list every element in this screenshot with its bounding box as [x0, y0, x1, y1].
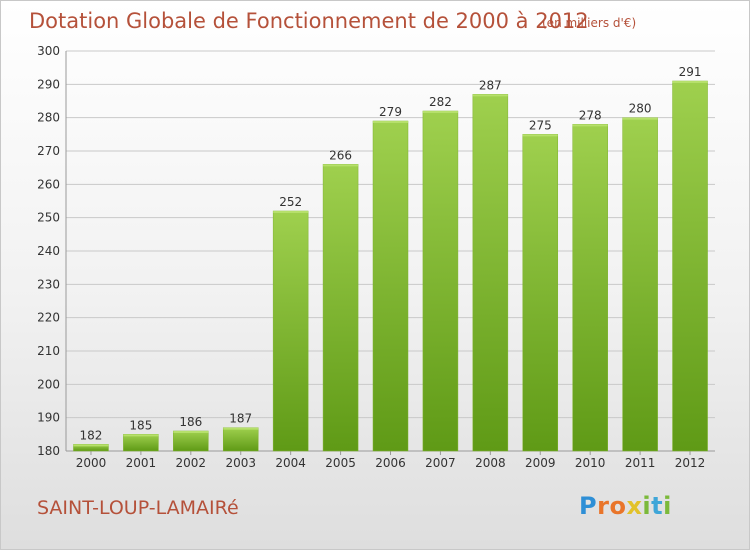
- logo-letter: i: [663, 492, 672, 520]
- x-tick-label: 2010: [575, 456, 606, 470]
- x-tick-label: 2005: [325, 456, 356, 470]
- y-tick-label: 290: [37, 77, 60, 91]
- commune-name: SAINT-LOUP-LAMAIRé: [37, 497, 239, 519]
- y-tick-label: 300: [37, 44, 60, 58]
- y-tick-label: 180: [37, 444, 60, 458]
- x-tick-label: 2011: [625, 456, 656, 470]
- y-tick-label: 250: [37, 211, 60, 225]
- logo-letter: o: [609, 492, 627, 520]
- data-label: 291: [679, 65, 702, 79]
- x-tick-label: 2002: [176, 456, 207, 470]
- y-tick-label: 260: [37, 177, 60, 191]
- data-label: 282: [429, 95, 452, 109]
- data-label: 252: [279, 195, 302, 209]
- bar-2011: [622, 117, 658, 452]
- bar-top-highlight: [522, 134, 558, 137]
- bar-top-highlight: [622, 117, 658, 120]
- logo-letter: x: [626, 492, 643, 520]
- bar-2001: [123, 434, 159, 452]
- y-tick-label: 210: [37, 344, 60, 358]
- data-label: 186: [179, 415, 202, 429]
- logo-letter: i: [642, 492, 652, 520]
- logo-letter: t: [651, 492, 664, 520]
- x-tick-label: 2007: [425, 456, 456, 470]
- bar-2008: [472, 94, 509, 452]
- data-label: 278: [579, 108, 602, 122]
- proxiti-logo: Proxiti: [579, 492, 672, 520]
- data-label: 182: [80, 428, 103, 442]
- labels: 180 190 200 210 220 230 240 250 260 270 280 290 300 1…: [37, 44, 705, 470]
- logo-letter: P: [579, 492, 598, 520]
- bars: [73, 80, 708, 452]
- y-tick-label: 240: [37, 244, 60, 258]
- data-label: 275: [529, 118, 552, 132]
- bar-top-highlight: [273, 211, 309, 213]
- bar-top-highlight: [572, 124, 608, 127]
- bar-2007: [422, 110, 459, 452]
- bar-2010: [572, 124, 608, 452]
- x-tick-label: 2004: [275, 456, 306, 470]
- bar-2004: [272, 210, 309, 452]
- data-label: 279: [379, 105, 402, 119]
- bar-top-highlight: [422, 111, 458, 113]
- y-tick-label: 220: [37, 311, 60, 325]
- data-label: 287: [479, 78, 502, 92]
- y-tick-label: 200: [37, 377, 60, 391]
- data-label: 280: [629, 102, 652, 116]
- bar-2005: [322, 164, 359, 452]
- data-label: 185: [129, 418, 152, 432]
- bar-top-highlight: [223, 427, 259, 430]
- bar-2012: [672, 80, 708, 452]
- y-tick-label: 280: [37, 111, 60, 125]
- y-tick-label: 270: [37, 144, 60, 158]
- x-tick-label: 2012: [675, 456, 706, 470]
- chart-title: Dotation Globale de Fonctionnement de 20…: [29, 9, 589, 33]
- x-tick-label: 2000: [76, 456, 107, 470]
- logo-letter: r: [597, 492, 610, 520]
- y-tick-label: 230: [37, 277, 60, 291]
- x-tick-label: 2006: [375, 456, 406, 470]
- bar-top-highlight: [123, 434, 159, 437]
- bar-top-highlight: [73, 444, 109, 447]
- bar-2003: [222, 427, 259, 452]
- y-tick-label: 190: [37, 411, 60, 425]
- data-label: 187: [229, 412, 252, 426]
- data-label: 266: [329, 148, 352, 162]
- chart-unit: (en milliers d'€): [542, 16, 637, 30]
- x-tick-label: 2008: [475, 456, 506, 470]
- x-tick-label: 2003: [225, 456, 256, 470]
- x-tick-label: 2001: [126, 456, 157, 470]
- bar-top-highlight: [173, 431, 209, 433]
- bar-2006: [372, 120, 409, 452]
- bar-2002: [173, 430, 209, 452]
- x-tick-label: 2009: [525, 456, 556, 470]
- bar-top-highlight: [323, 164, 359, 167]
- bar-top-highlight: [672, 81, 708, 83]
- bar-2009: [522, 134, 559, 452]
- bar-top-highlight: [472, 94, 508, 97]
- bar-top-highlight: [373, 121, 408, 123]
